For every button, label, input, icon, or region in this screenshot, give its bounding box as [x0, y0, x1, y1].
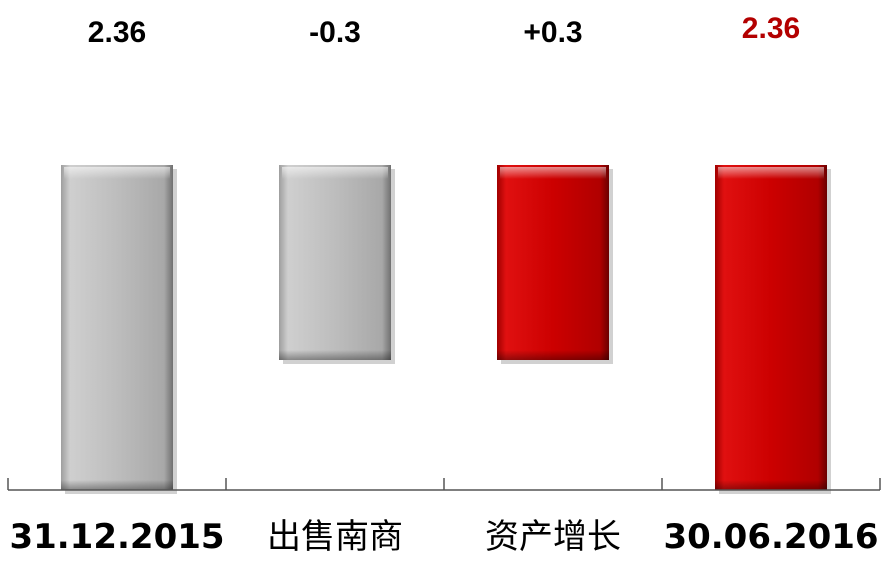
- bar-top-bevel: [718, 167, 824, 179]
- bar-body: [279, 165, 391, 360]
- bar-bottom-bevel: [715, 480, 827, 490]
- bar-body: [497, 165, 609, 360]
- bar-top-bevel: [500, 167, 606, 179]
- bar-bottom-bevel: [497, 350, 609, 360]
- bar-bottom-bevel: [279, 350, 391, 360]
- bar-body: [715, 165, 827, 490]
- value-label-3: +0.3: [523, 16, 582, 49]
- bars-layer: [61, 165, 831, 494]
- bar-1: [61, 165, 177, 494]
- bar-top-bevel: [64, 167, 170, 179]
- value-label-4: 2.36: [742, 12, 800, 45]
- category-label-3: 资产增长: [485, 517, 621, 557]
- category-label-2: 出售南商: [267, 517, 403, 557]
- value-label-2: -0.3: [309, 16, 361, 49]
- bar-top-bevel: [282, 167, 388, 179]
- category-label-1: 31.12.2015: [9, 517, 224, 557]
- bar-3: [497, 165, 613, 364]
- bar-body: [61, 165, 173, 490]
- value-label-1: 2.36: [88, 16, 146, 49]
- category-label-4: 30.06.2016: [663, 517, 878, 557]
- bar-bottom-bevel: [61, 480, 173, 490]
- x-axis: [7, 478, 881, 491]
- bar-2: [279, 165, 395, 364]
- bar-4: [715, 165, 831, 494]
- category-labels: 31.12.2015 出售南商 资产增长 30.06.2016: [9, 517, 878, 557]
- value-labels: 2.36 -0.3 +0.3 2.36: [88, 12, 800, 49]
